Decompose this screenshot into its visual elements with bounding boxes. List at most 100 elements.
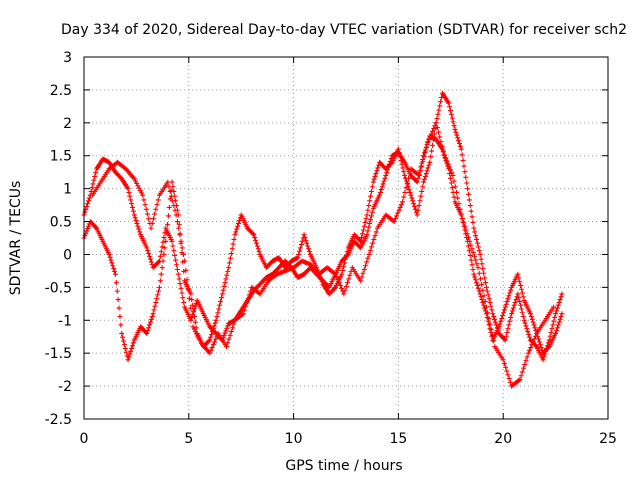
data-point	[469, 262, 475, 268]
data-point	[421, 154, 427, 160]
data-point	[444, 158, 450, 164]
data-point	[368, 244, 374, 250]
data-point	[404, 180, 410, 186]
data-point	[183, 267, 189, 273]
data-point	[107, 254, 113, 260]
data-point	[128, 348, 134, 354]
data-point	[422, 149, 428, 155]
data-point	[400, 199, 406, 205]
data-point	[451, 178, 457, 184]
data-point	[126, 189, 132, 195]
data-point	[523, 323, 529, 329]
data-point	[190, 302, 196, 308]
data-point	[302, 235, 308, 241]
data-point	[546, 337, 552, 343]
data-point	[438, 99, 444, 105]
data-point	[85, 198, 91, 204]
data-point	[140, 192, 146, 198]
data-point	[486, 296, 492, 302]
data-point	[127, 193, 133, 199]
data-point	[247, 288, 253, 294]
data-point	[186, 296, 192, 302]
data-point	[510, 305, 516, 311]
data-point	[414, 212, 420, 218]
data-point	[455, 135, 461, 141]
data-point	[222, 280, 228, 286]
data-point	[483, 311, 489, 317]
data-point	[366, 224, 372, 230]
data-point	[542, 351, 548, 357]
data-point	[462, 169, 468, 175]
data-point	[344, 280, 350, 286]
data-point	[536, 336, 542, 342]
data-point	[226, 265, 232, 271]
data-point	[409, 195, 415, 201]
data-point	[431, 125, 437, 131]
data-point	[527, 347, 533, 353]
y-tick-label: 3	[63, 50, 72, 66]
data-point	[133, 218, 139, 224]
data-point	[553, 311, 559, 317]
data-point	[449, 115, 455, 121]
data-point	[465, 191, 471, 197]
data-point	[181, 299, 187, 305]
data-point	[418, 193, 424, 199]
data-point	[370, 179, 376, 185]
data-point	[551, 304, 557, 310]
data-point	[554, 305, 560, 311]
data-point	[212, 339, 218, 345]
data-point	[228, 329, 234, 335]
data-point	[422, 173, 428, 179]
data-point	[507, 318, 513, 324]
data-point	[147, 322, 153, 328]
data-point	[543, 348, 549, 354]
data-point	[221, 332, 227, 338]
data-point	[231, 321, 237, 327]
data-point	[214, 314, 220, 320]
data-point	[428, 131, 434, 137]
data-point	[500, 357, 506, 363]
data-point	[419, 163, 425, 169]
data-point	[475, 285, 481, 291]
data-point	[160, 239, 166, 245]
data-point	[466, 248, 472, 254]
data-point	[364, 259, 370, 265]
data-point	[516, 295, 522, 301]
data-point	[529, 316, 535, 322]
data-point	[295, 255, 301, 261]
data-point	[119, 330, 125, 336]
data-point	[399, 161, 405, 167]
y-tick-label: 2.5	[50, 83, 72, 99]
data-point	[414, 179, 420, 185]
data-point	[411, 201, 417, 207]
data-point	[240, 311, 246, 317]
data-point	[506, 376, 512, 382]
data-point	[207, 350, 213, 356]
data-point	[525, 329, 531, 335]
data-point	[448, 180, 454, 186]
data-point	[108, 257, 114, 263]
data-point	[230, 241, 236, 247]
x-tick-label: 25	[599, 431, 617, 447]
data-point	[365, 255, 371, 261]
data-point	[506, 322, 512, 328]
data-point	[511, 302, 517, 308]
data-point	[419, 188, 425, 194]
data-point	[159, 244, 165, 250]
data-point	[220, 287, 226, 293]
data-point	[170, 198, 176, 204]
data-point	[501, 361, 507, 367]
data-point	[406, 187, 412, 193]
data-point	[437, 103, 443, 109]
data-point	[434, 116, 440, 122]
data-point	[487, 299, 493, 305]
data-point	[388, 160, 394, 166]
data-point	[465, 235, 471, 241]
data-point	[168, 193, 174, 199]
data-point	[448, 108, 454, 114]
data-point	[89, 185, 95, 191]
data-point	[174, 266, 180, 272]
data-point	[481, 302, 487, 308]
data-point	[163, 238, 169, 244]
data-point	[512, 299, 518, 305]
